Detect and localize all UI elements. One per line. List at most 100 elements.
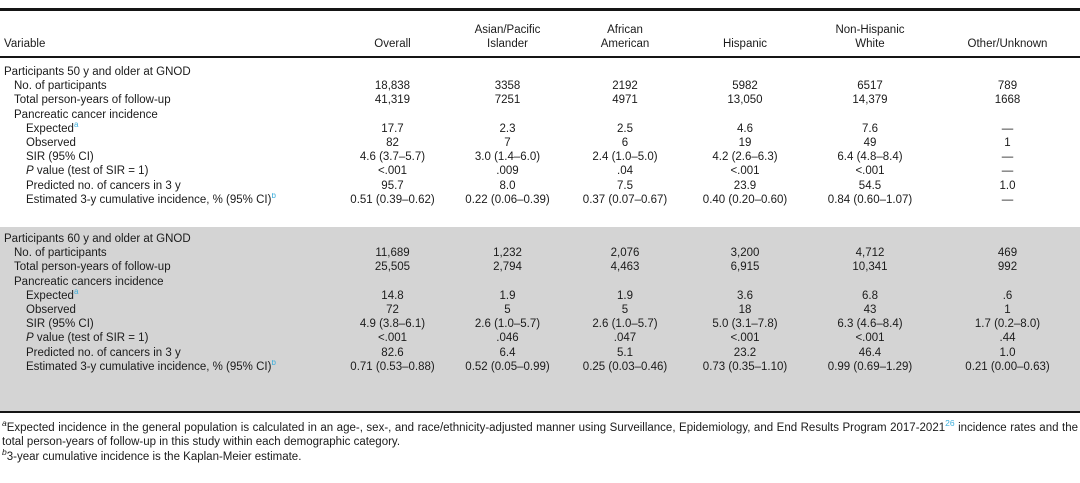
cell-value: 23.2	[733, 346, 757, 359]
column-header-other-unknown: Other/Unknown	[935, 11, 1080, 58]
cell-value: 18,838	[374, 80, 411, 93]
cell-value	[335, 108, 450, 122]
cell-value: 2,794	[493, 261, 522, 274]
cell-value: 0.37 (0.07–0.67)	[582, 193, 668, 206]
spacer-row	[0, 207, 1080, 227]
cell-value: 10,341	[852, 261, 888, 274]
cell-value	[685, 108, 805, 122]
cell-value: 992	[997, 261, 1018, 274]
cell-value: <.001	[855, 165, 885, 178]
cell-value: 18	[738, 304, 752, 317]
footnote-a: aExpected incidence in the general popul…	[2, 418, 1078, 449]
cell-value: 6	[621, 137, 629, 150]
cell-value: .6	[1002, 289, 1013, 302]
cell-value: 6.4 (4.8–8.4)	[837, 151, 903, 164]
cell-value: 1.9	[617, 289, 633, 302]
cell-value: <.001	[855, 332, 885, 345]
cell-value: 1.0	[999, 346, 1016, 359]
cell-value: —	[1001, 122, 1014, 135]
cell-value: 3.0 (1.4–6.0)	[474, 151, 541, 164]
cell-value: <.001	[730, 165, 760, 178]
table-section-participants-60-y-and-older-at-gnod: Participants 60 y and older at GNOD No. o…	[0, 227, 1080, 413]
row-label: P value (test of SIR = 1)	[26, 332, 149, 345]
row-label: Observed	[26, 137, 76, 150]
row-label: Observed	[26, 304, 76, 317]
row-label: SIR (95% CI)	[26, 318, 94, 331]
row-label: Total person-years of follow-up	[14, 94, 171, 107]
cell-value	[805, 108, 935, 122]
footnote-a-link[interactable]: a	[73, 288, 79, 297]
cell-value: 17.7	[381, 122, 404, 135]
table-section-participants-50-y-and-older-at-gnod: Participants 50 y and older at GNOD No. o…	[0, 57, 1080, 227]
cell-value: 5982	[732, 80, 758, 93]
table-row-expected: Expecteda 17.7 2.3 2.5 4.6 7.6 —	[0, 122, 1080, 136]
footnote-marker: a	[2, 418, 7, 429]
cell-value: <.001	[730, 332, 760, 345]
cell-value: 5.1	[617, 346, 633, 359]
cell-value: 2192	[612, 80, 638, 93]
row-label: Pancreatic cancers incidence	[14, 275, 164, 288]
cell-value: —	[1001, 193, 1014, 206]
cell-value: 2.5	[617, 122, 633, 135]
cell-value: 789	[997, 80, 1018, 93]
table-row-observed: Observed 82 7 6 19 49 1	[0, 136, 1080, 150]
cell-value: 0.99 (0.69–1.29)	[827, 360, 913, 373]
cell-value: —	[1001, 151, 1014, 164]
cell-value	[565, 275, 685, 289]
cell-value: 0.71 (0.53–0.88)	[350, 360, 435, 373]
cell-value: 46.4	[858, 346, 882, 359]
cell-value: 4.2 (2.6–6.3)	[712, 151, 778, 164]
spacer-row	[0, 57, 1080, 65]
cell-value: 23.9	[733, 179, 757, 192]
cell-value: 6.8	[862, 289, 878, 302]
footnote-b-link[interactable]: b	[271, 359, 276, 368]
header-row: Variable Overall Asian/Pacific Islander Afr…	[0, 11, 1080, 58]
cell-value: 4.6	[737, 122, 753, 135]
cell-value: 5	[504, 304, 511, 317]
cell-value: 0.51 (0.39–0.62)	[350, 193, 435, 206]
cell-value	[685, 275, 805, 289]
cell-value: 2.4 (1.0–5.0)	[592, 151, 658, 164]
row-label: Expecteda	[26, 121, 79, 135]
cell-value: 5	[621, 304, 629, 317]
cell-value: .44	[999, 332, 1016, 345]
cell-value: 8.0	[499, 179, 516, 192]
cell-value: 72	[386, 304, 399, 317]
row-label: Predicted no. of cancers in 3 y	[26, 346, 181, 359]
table-row-pancreatic-cancers-incidence: Pancreatic cancers incidence	[0, 275, 1080, 289]
cell-value	[935, 275, 1080, 289]
cell-value: 4,712	[855, 247, 885, 260]
footnote-a-link[interactable]: a	[73, 121, 79, 129]
cell-value: .046	[496, 332, 519, 345]
column-header-non-hispanic-white: Non-Hispanic White	[805, 11, 935, 58]
table-row-no-of-participants: No. of participants 18,838 3358 2192 5982 651…	[0, 79, 1080, 93]
column-header-hispanic: Hispanic	[685, 11, 805, 58]
cell-value: 7	[504, 137, 511, 150]
section-header-row: Participants 50 y and older at GNOD	[0, 65, 1080, 79]
table-row-estimated-3-y-cumulative-incidence-95-ci: Estimated 3-y cumulative incidence, % (9…	[0, 193, 1080, 207]
cell-value: —	[1001, 165, 1014, 178]
section-title: Participants 60 y and older at GNOD	[4, 233, 191, 246]
cell-value	[805, 275, 935, 289]
table-row-estimated-3-y-cumulative-incidence-95-ci: Estimated 3-y cumulative incidence, % (9…	[0, 360, 1080, 374]
cell-value: 1	[1004, 137, 1011, 150]
cell-value: 0.22 (0.06–0.39)	[465, 193, 550, 206]
column-header-overall: Overall	[335, 11, 450, 58]
table-row-sir-95-ci: SIR (95% CI) 4.6 (3.7–5.7) 3.0 (1.4–6.0) 2.…	[0, 150, 1080, 164]
cell-value: 3.6	[737, 289, 753, 302]
citation-26-link[interactable]: 26	[945, 418, 955, 429]
cell-value: 11,689	[375, 247, 410, 260]
cell-value: 4.9 (3.8–6.1)	[359, 318, 426, 331]
cell-value: 469	[997, 247, 1018, 260]
cell-value: .04	[617, 165, 633, 178]
table-row-pancreatic-cancer-incidence: Pancreatic cancer incidence	[0, 108, 1080, 122]
cell-value: <.001	[377, 332, 408, 345]
row-label: Predicted no. of cancers in 3 y	[26, 179, 181, 192]
cell-value: 82	[386, 137, 399, 150]
footnote-b-link[interactable]: b	[271, 192, 276, 200]
footnote-b: b3-year cumulative incidence is the Kapl…	[2, 447, 302, 463]
cell-value: 14.8	[381, 289, 404, 302]
cell-value: 4971	[612, 94, 638, 107]
cell-value: 54.5	[858, 179, 882, 192]
cell-value	[935, 108, 1080, 122]
